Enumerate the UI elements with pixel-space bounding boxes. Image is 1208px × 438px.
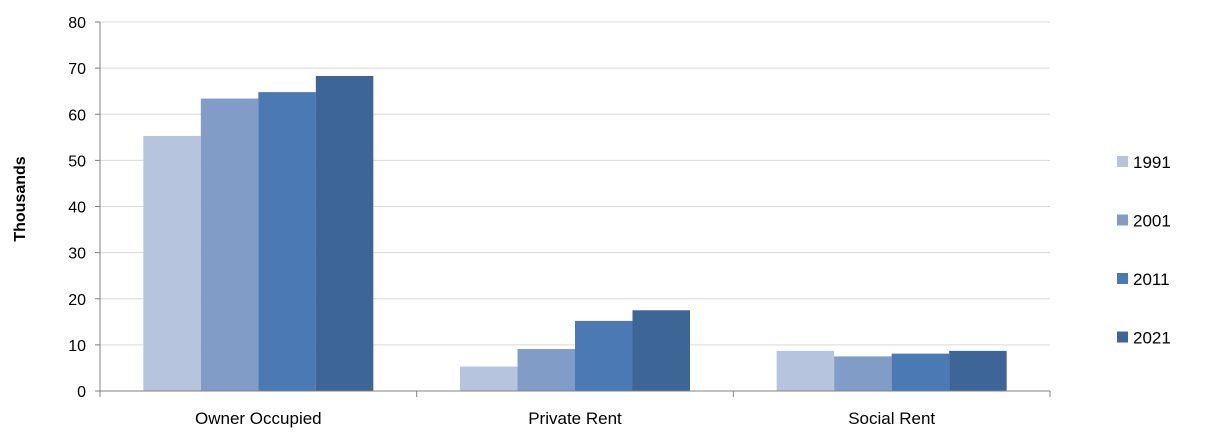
bar xyxy=(460,366,518,391)
bar xyxy=(315,75,374,391)
y-tick-label: 80 xyxy=(68,15,86,32)
legend-swatch xyxy=(1117,156,1128,167)
x-category-label: Owner Occupied xyxy=(195,409,322,428)
bar xyxy=(517,349,575,391)
x-category-label: Private Rent xyxy=(528,409,622,428)
y-tick-label: 50 xyxy=(68,153,86,170)
legend: 1991 2001 2011 2021 xyxy=(1117,153,1171,348)
legend-label: 2021 xyxy=(1133,329,1171,348)
legend-swatch xyxy=(1117,214,1128,226)
y-axis-title: Thousands xyxy=(12,156,29,241)
axes: 0 10 20 30 40 50 60 70 80 Owner Occupied Private R… xyxy=(68,15,1051,428)
bars xyxy=(143,75,1007,392)
bar xyxy=(834,356,892,391)
y-tick-label: 40 xyxy=(68,200,86,217)
bar xyxy=(632,310,690,391)
y-tick-label: 10 xyxy=(68,338,86,355)
y-tick-label: 60 xyxy=(68,107,86,124)
bar xyxy=(949,350,1007,391)
legend-label: 1991 xyxy=(1133,153,1171,172)
legend-swatch xyxy=(1117,331,1128,343)
bar xyxy=(575,320,633,391)
bar xyxy=(891,353,950,391)
y-tick-label: 20 xyxy=(68,292,86,309)
legend-label: 2001 xyxy=(1133,212,1171,231)
bar xyxy=(143,135,201,391)
y-tick-label: 0 xyxy=(77,384,86,401)
y-tick-label: 30 xyxy=(68,246,86,263)
bar xyxy=(776,350,835,391)
legend-swatch xyxy=(1117,273,1128,284)
bar xyxy=(258,92,316,392)
x-category-label: Social Rent xyxy=(848,409,935,428)
legend-label: 2011 xyxy=(1133,270,1170,289)
bar xyxy=(200,98,259,391)
y-tick-label: 70 xyxy=(68,61,86,78)
